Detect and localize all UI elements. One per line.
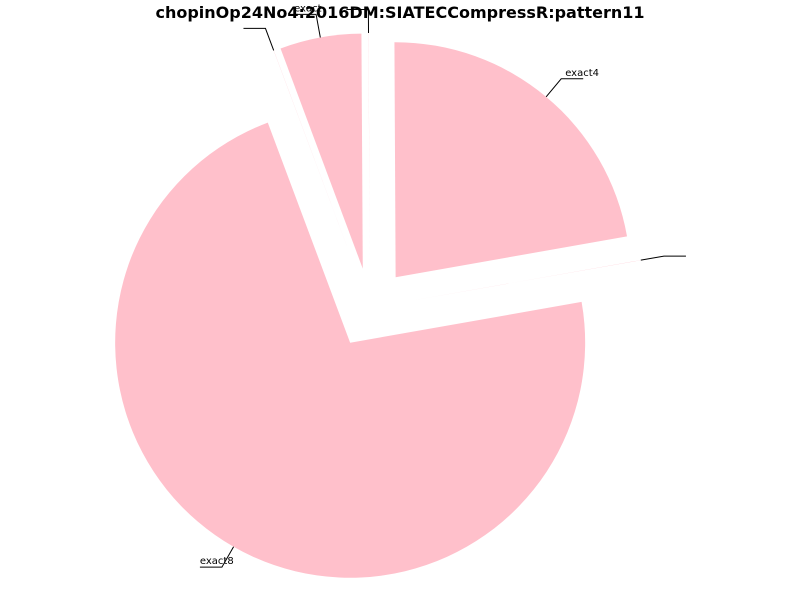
chart-title: chopinOp24No4:2016DM:SIATECCompressR:pat… xyxy=(155,3,644,22)
slice-label-exact: exact xyxy=(294,3,322,14)
slice-label-exact8: exact8 xyxy=(200,556,234,567)
leader-line-2 xyxy=(346,9,370,34)
leader-line-exact4 xyxy=(545,78,584,98)
slice-label-exact4: exact4 xyxy=(565,68,599,79)
pie-slice-exact8 xyxy=(115,122,586,578)
leader-line-4 xyxy=(243,27,275,51)
pie-slice-4 xyxy=(273,50,356,271)
pie-slice-2 xyxy=(368,33,370,269)
pie-labels: exact4 exact exact8 xyxy=(199,3,686,568)
leader-line-0 xyxy=(640,255,686,261)
pie-slice-0 xyxy=(409,260,641,302)
pie-slice-exact xyxy=(280,33,363,269)
leader-line-exact xyxy=(294,13,321,38)
pie-slice-exact4 xyxy=(394,42,628,278)
leader-line-exact8 xyxy=(199,546,235,568)
pie-slices xyxy=(115,33,641,578)
